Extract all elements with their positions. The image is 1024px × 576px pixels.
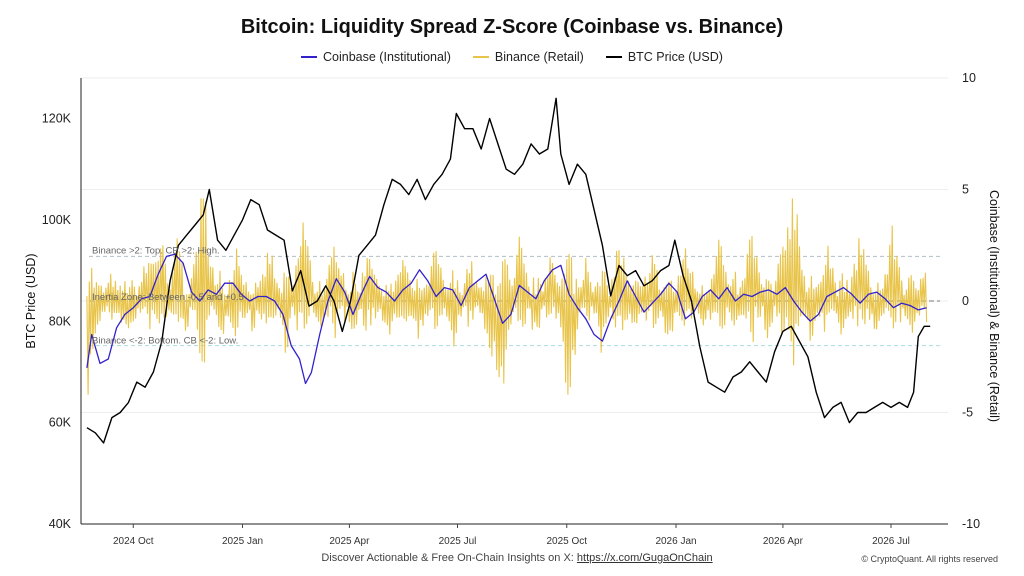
legend-item-binance[interactable]: Binance (Retail)	[472, 50, 584, 64]
y-right-tick-label: -5	[962, 406, 973, 420]
y-right-tick-label: -10	[962, 517, 980, 531]
btc-series	[86, 97, 931, 444]
legend-label-btc: BTC Price (USD)	[627, 50, 723, 64]
x-tick-label: 2024 Oct	[113, 536, 154, 547]
legend-label-binance: Binance (Retail)	[494, 50, 584, 64]
y-right-tick-label: 0	[962, 294, 969, 308]
tick-labels: 40K 60K 80K 100K 120K -10 -5 0 5 10 2024 Oct 2025 J…	[24, 71, 1001, 547]
legend-item-coinbase[interactable]: Coinbase (Institutional)	[301, 50, 451, 64]
grid-lines	[81, 77, 948, 525]
x-tick-label: 2025 Jul	[439, 536, 477, 547]
annotation-label: Binance >2: Top. CB >2: High.	[92, 245, 220, 256]
binance-series	[86, 198, 928, 395]
y-right-tick-label: 10	[962, 71, 976, 85]
annotation-label: Binance <-2: Bottom. CB <-2: Low.	[92, 336, 238, 347]
chart-title: Bitcoin: Liquidity Spread Z-Score (Coinb…	[240, 16, 784, 38]
btc-line	[86, 97, 931, 444]
legend-item-btc[interactable]: BTC Price (USD)	[605, 50, 723, 64]
reference-lines	[89, 255, 940, 347]
legend-swatch-coinbase	[301, 56, 318, 58]
legend-swatch-btc	[605, 56, 622, 58]
y-left-tick-label: 100K	[42, 213, 72, 227]
footer-link[interactable]: https://x.com/GugaOnChain	[576, 552, 713, 564]
y-right-axis-title: Coinbase (Institutional) & Binance (Reta…	[987, 190, 1001, 422]
x-tick-label: 2026 Jul	[872, 536, 910, 547]
coinbase-line	[86, 253, 927, 385]
x-tick-label: 2025 Oct	[546, 536, 587, 547]
x-tick-label: 2025 Apr	[329, 536, 370, 547]
axes	[80, 78, 948, 525]
y-left-axis-title: BTC Price (USD)	[24, 253, 38, 348]
y-right-tick-label: 5	[962, 183, 969, 197]
legend-swatch-binance	[472, 56, 489, 58]
footer-text: Discover Actionable & Free On-Chain Insi…	[321, 552, 574, 564]
x-tick-label: 2025 Jan	[222, 536, 263, 547]
annotation-label: Inertia Zone: Between -0.5 and +0.5	[92, 292, 244, 303]
copyright: © CryptoQuant. All rights reserved	[861, 554, 998, 564]
binance-line	[86, 198, 928, 395]
y-left-tick-label: 60K	[49, 416, 72, 430]
y-left-tick-label: 120K	[42, 112, 72, 126]
footer: Discover Actionable & Free On-Chain Insi…	[0, 552, 1024, 564]
y-left-tick-label: 80K	[49, 314, 72, 328]
x-tick-label: 2026 Jan	[655, 536, 696, 547]
chart-legend: Coinbase (Institutional) Binance (Retail…	[0, 50, 1024, 64]
y-left-tick-label: 40K	[49, 517, 72, 531]
coinbase-series	[86, 253, 927, 385]
x-tick-label: 2026 Apr	[763, 536, 804, 547]
annotations: Binance >2: Top. CB >2: High. Inertia Zon…	[92, 245, 244, 346]
legend-label-coinbase: Coinbase (Institutional)	[323, 50, 451, 64]
